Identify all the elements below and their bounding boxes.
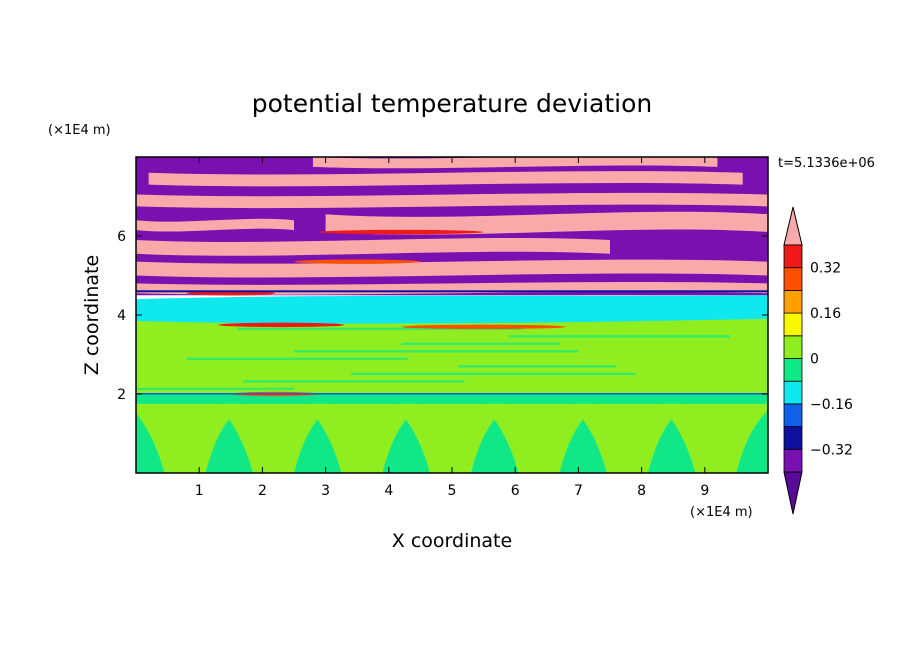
colorbar-tick-label: −0.32 [810, 442, 853, 458]
blue-line-z2 [136, 393, 768, 395]
lower-plume [306, 403, 421, 473]
colorbar-segment [783, 358, 803, 382]
colorbar-segment [783, 426, 803, 450]
x-tick-label: 2 [258, 483, 267, 499]
colorbar-segment [783, 403, 803, 427]
y-axis-ticks: 2 4 6 [117, 229, 768, 403]
mid-stripe [243, 380, 465, 383]
pink-layer [136, 192, 768, 209]
navy-line-z46 [136, 290, 768, 293]
colorbar-segment [783, 448, 803, 473]
x-axis-unit: (×1E4 m) [690, 505, 753, 520]
colorbar-segment [783, 312, 803, 337]
accent-streak [218, 322, 345, 328]
x-tick-label: 8 [637, 483, 646, 499]
mid-stripe [186, 357, 408, 361]
mid-stripe [508, 335, 731, 338]
y-axis-unit: (×1E4 m) [48, 123, 111, 138]
lower-plume [218, 403, 332, 473]
colorbar-segment [783, 267, 803, 291]
x-axis-ticks: 1 2 3 4 5 6 7 8 9 [195, 157, 709, 499]
chart-title: potential temperature deviation [252, 89, 652, 118]
colorbar-extend-max [783, 206, 803, 246]
x-tick-label: 5 [448, 483, 457, 499]
accent-streak [401, 324, 566, 330]
mid-stripe [294, 350, 579, 353]
mid-stripe [136, 387, 294, 391]
y-tick-label: 6 [117, 229, 126, 245]
time-label: t=5.1336e+06 [778, 156, 875, 171]
accent-streak [294, 259, 421, 264]
contour-field [136, 157, 768, 473]
lower-plume [660, 403, 768, 473]
mid-stripe [401, 342, 560, 346]
mid-stripe [458, 365, 617, 368]
mid-stripe [350, 372, 636, 376]
pink-layer [325, 211, 768, 235]
pink-layer [136, 259, 768, 278]
colorbar-tick-label: 0.16 [810, 306, 841, 322]
cyan-layer [136, 295, 768, 324]
colorbar-segment [783, 380, 803, 405]
colorbar-segment [783, 244, 803, 269]
pink-layer [136, 237, 610, 256]
lower-plume [572, 403, 686, 473]
x-tick-label: 3 [321, 483, 330, 499]
x-axis-label: X coordinate [392, 530, 512, 552]
y-tick-label: 2 [117, 387, 126, 403]
x-tick-label: 4 [384, 483, 393, 499]
x-tick-label: 6 [511, 483, 520, 499]
x-tick-label: 7 [574, 483, 583, 499]
lower-plume [395, 403, 509, 473]
colorbar-tick-label: 0 [810, 352, 819, 368]
colorbar: 0.32 0.16 0 −0.16 −0.32 [783, 206, 853, 515]
colorbar-segment [783, 335, 803, 359]
pink-layer [148, 171, 743, 187]
pink-layer [136, 218, 294, 232]
y-tick-label: 4 [117, 308, 126, 324]
y-axis-label: Z coordinate [81, 255, 103, 375]
mid-stripe [237, 327, 522, 331]
colorbar-tick-label: −0.16 [810, 397, 853, 413]
accent-streak [319, 229, 484, 235]
colorbar-extend-min [783, 471, 803, 515]
x-tick-label: 9 [700, 483, 709, 499]
lower-plume [483, 403, 598, 473]
colorbar-tick-label: 0.32 [810, 261, 841, 277]
lower-plume [136, 403, 244, 473]
colorbar-segment [783, 289, 803, 314]
x-tick-label: 1 [195, 483, 204, 499]
